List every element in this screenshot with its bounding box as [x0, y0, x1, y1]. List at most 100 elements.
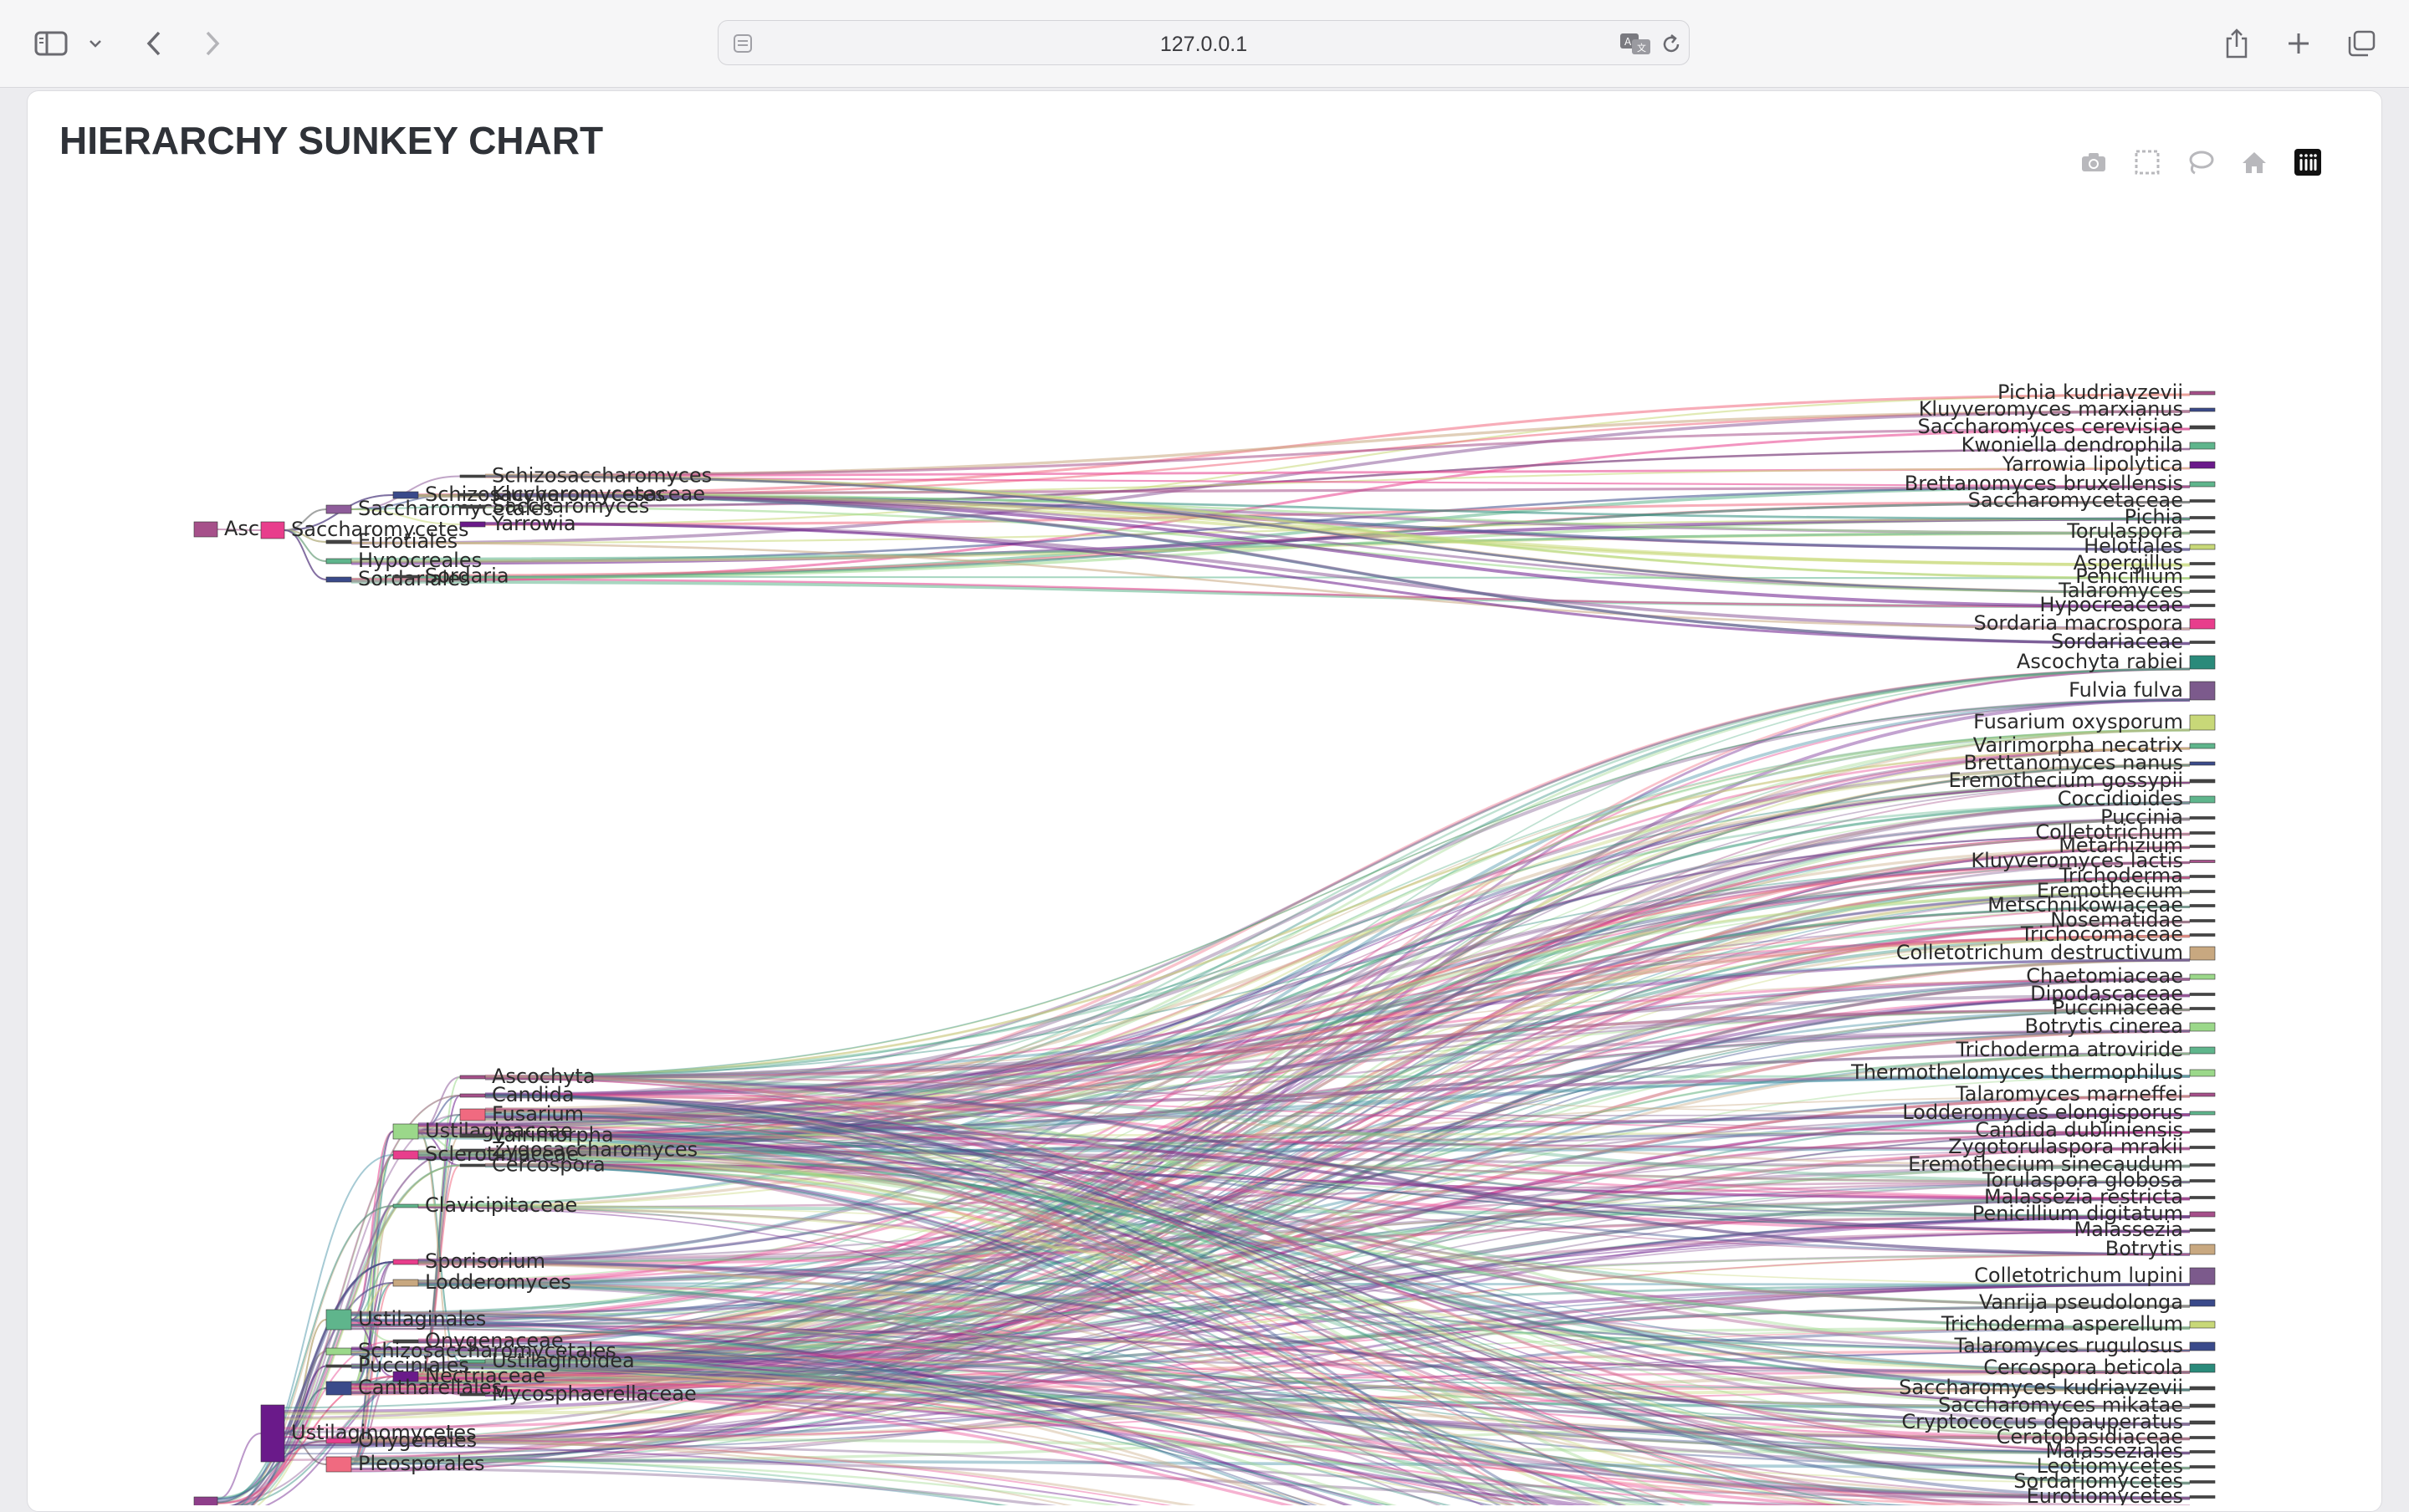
sankey-link[interactable] — [484, 891, 2191, 1121]
sankey-link[interactable] — [350, 906, 2191, 1383]
sankey-node[interactable] — [459, 521, 486, 528]
sankey-link[interactable] — [417, 801, 2191, 1379]
sankey-link[interactable] — [484, 493, 2191, 534]
sankey-link[interactable] — [417, 698, 2191, 1264]
sankey-link[interactable] — [350, 1371, 2191, 1443]
sankey-link[interactable] — [350, 1029, 2191, 1385]
sankey-link[interactable] — [417, 728, 2191, 1157]
sankey-link[interactable] — [417, 994, 2191, 1284]
sankey-link[interactable] — [484, 1008, 2191, 1080]
sankey-link[interactable] — [350, 1389, 2191, 1440]
sankey-link[interactable] — [417, 1132, 2191, 1256]
sankey-link[interactable] — [484, 522, 2191, 646]
sankey-link[interactable] — [417, 1150, 2190, 1505]
sankey-link[interactable] — [417, 1157, 2190, 1505]
sankey-link[interactable] — [350, 1363, 2191, 1426]
sankey-link[interactable] — [350, 921, 2191, 1369]
sankey-link[interactable] — [350, 1009, 2191, 1392]
sankey-link[interactable] — [484, 1052, 2191, 1139]
sankey-link[interactable] — [484, 891, 2191, 1397]
sankey-link[interactable] — [417, 833, 2191, 1131]
sankey-link[interactable] — [417, 1197, 2191, 1284]
sankey-link[interactable] — [350, 1365, 2191, 1469]
sankey-link[interactable] — [417, 1327, 2191, 1382]
sankey-link[interactable] — [484, 958, 2191, 1079]
sankey-species-node[interactable] — [2189, 516, 2216, 519]
sankey-link[interactable] — [417, 1130, 2190, 1505]
sankey-link[interactable] — [350, 920, 2191, 1473]
sankey-link[interactable] — [484, 699, 2191, 1078]
sankey-link[interactable] — [217, 1205, 394, 1505]
sankey-species-node[interactable] — [2189, 425, 2216, 430]
sankey-species-node[interactable] — [2189, 544, 2216, 550]
sankey-link[interactable] — [417, 1284, 2191, 1352]
sankey-link[interactable] — [284, 508, 327, 531]
sankey-link[interactable] — [484, 934, 2191, 1121]
sankey-link[interactable] — [484, 1074, 2191, 1455]
sankey-link[interactable] — [284, 978, 2191, 1409]
sankey-link[interactable] — [350, 1438, 2190, 1505]
sankey-species-node[interactable] — [2189, 641, 2216, 644]
sankey-link[interactable] — [350, 1458, 2191, 1470]
sankey-link[interactable] — [417, 1150, 2191, 1308]
sankey-link[interactable] — [484, 1095, 2191, 1167]
sankey-link[interactable] — [417, 833, 2191, 1127]
sankey-link[interactable] — [417, 1380, 2191, 1454]
sankey-link[interactable] — [350, 1305, 2191, 1384]
sankey-link[interactable] — [350, 1456, 2190, 1505]
sankey-link[interactable] — [350, 1318, 2190, 1505]
sankey-link[interactable] — [417, 891, 2191, 1264]
sankey-link[interactable] — [484, 1163, 2191, 1200]
sankey-link[interactable] — [417, 747, 2191, 1262]
sankey-species-node[interactable] — [2189, 530, 2216, 534]
sankey-link[interactable] — [350, 1253, 2191, 1314]
sankey-link[interactable] — [484, 1096, 2191, 1469]
sankey-node[interactable] — [325, 1438, 352, 1444]
sankey-link[interactable] — [484, 876, 2191, 1365]
sankey-link[interactable] — [417, 1284, 2190, 1505]
sankey-link[interactable] — [350, 1230, 2191, 1351]
sankey-link[interactable] — [350, 410, 2191, 545]
sankey-link[interactable] — [417, 802, 2191, 1281]
sankey-link[interactable] — [417, 1181, 2191, 1261]
sankey-link[interactable] — [417, 1338, 2190, 1505]
sankey-link[interactable] — [417, 1113, 2191, 1380]
sankey-link[interactable] — [484, 906, 2191, 1151]
sankey-link[interactable] — [217, 1095, 461, 1505]
sankey-node[interactable] — [459, 493, 486, 497]
sankey-link[interactable] — [484, 1359, 2191, 1409]
sankey-link[interactable] — [350, 1253, 2191, 1388]
translate-icon[interactable]: A文 — [1619, 31, 1652, 56]
sankey-link[interactable] — [417, 1029, 2191, 1127]
sankey-link[interactable] — [484, 978, 2191, 1096]
sankey-link[interactable] — [417, 1009, 2191, 1287]
sankey-link[interactable] — [417, 1282, 2190, 1505]
sankey-link[interactable] — [484, 1094, 2191, 1392]
sankey-link[interactable] — [350, 1311, 2191, 1499]
sankey-link[interactable] — [350, 935, 2191, 1366]
sankey-link[interactable] — [350, 1352, 2191, 1391]
sankey-link[interactable] — [350, 1310, 2191, 1499]
sankey-link[interactable] — [217, 1261, 394, 1505]
sankey-link[interactable] — [417, 1135, 2190, 1505]
sankey-link[interactable] — [417, 1164, 2191, 1284]
sankey-link[interactable] — [417, 1029, 2191, 1160]
sankey-link[interactable] — [484, 728, 2191, 1362]
sankey-node[interactable] — [459, 1133, 486, 1138]
sankey-link[interactable] — [417, 1153, 2191, 1329]
sankey-link[interactable] — [417, 1030, 2191, 1156]
sankey-link[interactable] — [217, 1164, 461, 1499]
sankey-link[interactable] — [484, 1114, 2191, 1373]
sankey-link[interactable] — [217, 1361, 461, 1504]
sankey-link[interactable] — [484, 1009, 2191, 1097]
sankey-link[interactable] — [350, 1181, 2191, 1367]
sankey-species-node[interactable] — [2189, 1179, 2216, 1183]
sankey-link[interactable] — [484, 1148, 2191, 1373]
sankey-link[interactable] — [350, 1215, 2191, 1395]
sankey-link[interactable] — [417, 1340, 2191, 1425]
sankey-link[interactable] — [417, 1263, 2191, 1352]
sankey-species-node[interactable] — [2189, 1299, 2216, 1307]
sankey-link[interactable] — [350, 1365, 2191, 1484]
sankey-link[interactable] — [350, 833, 2191, 1355]
sankey-link[interactable] — [350, 532, 2191, 560]
